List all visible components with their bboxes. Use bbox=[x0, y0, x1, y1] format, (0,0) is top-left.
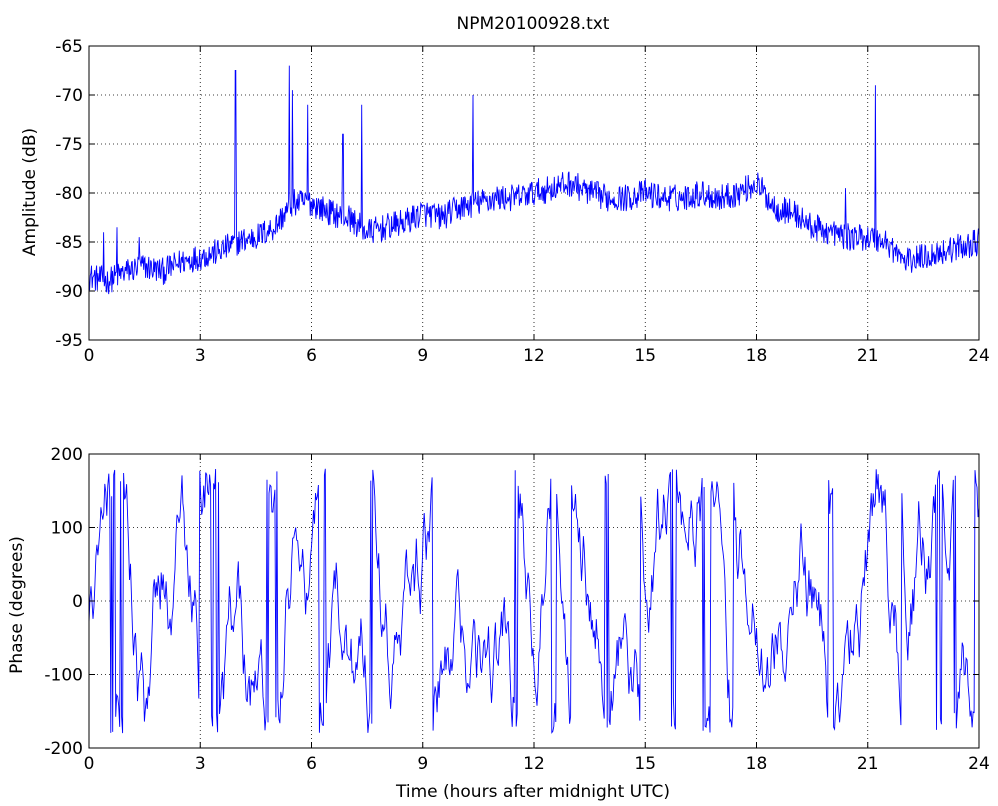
y-tick-label: -75 bbox=[55, 135, 83, 155]
phase-chart: Phase (degrees) Time (hours after midnig… bbox=[7, 445, 990, 802]
y-tick-label: -90 bbox=[55, 282, 83, 302]
y-tick-label: 100 bbox=[51, 519, 83, 539]
x-tick-label: 24 bbox=[968, 754, 990, 774]
y-tick-label: -65 bbox=[55, 37, 83, 57]
x-tick-label: 9 bbox=[417, 754, 428, 774]
y-tick-label: -70 bbox=[55, 86, 83, 106]
phase-y-axis-label: Phase (degrees) bbox=[7, 536, 27, 674]
x-tick-label: 21 bbox=[857, 346, 879, 366]
y-tick-label: -100 bbox=[44, 666, 83, 686]
y-tick-label: -200 bbox=[44, 739, 83, 759]
amplitude-y-axis-label: Amplitude (dB) bbox=[20, 128, 40, 256]
x-tick-label: 12 bbox=[523, 346, 545, 366]
x-tick-label: 21 bbox=[857, 754, 879, 774]
x-tick-label: 12 bbox=[523, 754, 545, 774]
x-tick-label: 18 bbox=[746, 346, 768, 366]
x-tick-label: 0 bbox=[84, 754, 95, 774]
amplitude-series-line bbox=[88, 65, 980, 295]
y-tick-label: -95 bbox=[55, 331, 83, 351]
x-tick-label: 3 bbox=[195, 346, 206, 366]
amplitude-chart: NPM20100928.txt Amplitude (dB) 0 3 6 9 12 15 1… bbox=[20, 14, 990, 366]
y-tick-label: -85 bbox=[55, 233, 83, 253]
y-tick-label: 0 bbox=[72, 592, 83, 612]
x-tick-label: 9 bbox=[417, 346, 428, 366]
y-tick-label: -80 bbox=[55, 184, 83, 204]
chart-title: NPM20100928.txt bbox=[457, 14, 610, 34]
x-tick-label: 15 bbox=[634, 754, 656, 774]
phase-series-line bbox=[88, 468, 980, 734]
x-tick-label: 24 bbox=[968, 346, 990, 366]
x-tick-label: 15 bbox=[634, 346, 656, 366]
y-tick-label: 200 bbox=[51, 445, 83, 465]
x-tick-label: 6 bbox=[306, 346, 317, 366]
x-tick-label: 0 bbox=[84, 346, 95, 366]
x-tick-label: 18 bbox=[746, 754, 768, 774]
phase-x-axis-label: Time (hours after midnight UTC) bbox=[395, 782, 670, 802]
x-tick-label: 6 bbox=[306, 754, 317, 774]
x-tick-label: 3 bbox=[195, 754, 206, 774]
